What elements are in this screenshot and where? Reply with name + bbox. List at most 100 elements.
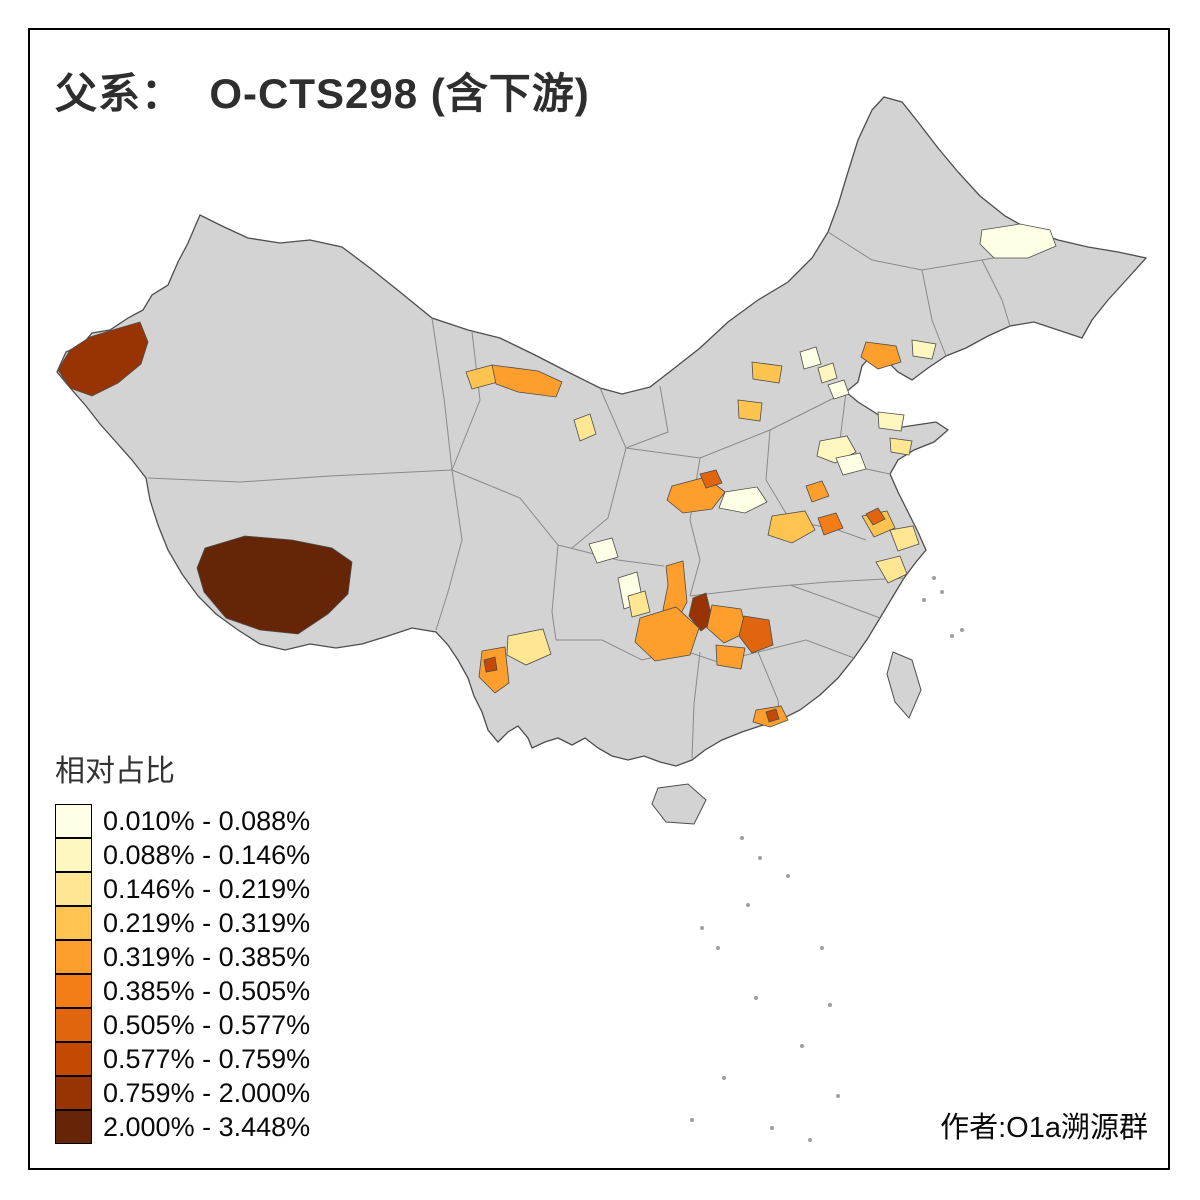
legend-label: 0.219% - 0.319% bbox=[103, 907, 311, 938]
island-speck bbox=[700, 926, 704, 930]
island-speck bbox=[828, 1003, 832, 1007]
province-border-line bbox=[431, 317, 453, 471]
map-region bbox=[738, 615, 774, 654]
map-region bbox=[889, 437, 913, 456]
map-region bbox=[805, 480, 830, 503]
map-region bbox=[196, 535, 353, 635]
map-region bbox=[767, 510, 816, 544]
author-credit: 作者:O1a溯源群 bbox=[940, 1112, 1148, 1144]
province-border-line bbox=[451, 331, 481, 471]
legend-swatch bbox=[55, 1008, 92, 1042]
mainland-group bbox=[56, 96, 1148, 767]
map-region bbox=[706, 604, 748, 644]
legend-row: 2.000% - 3.448% bbox=[55, 1110, 310, 1144]
legend-swatch bbox=[55, 974, 92, 1008]
legend-swatch bbox=[55, 940, 92, 974]
island-speck bbox=[754, 996, 758, 1000]
map-region bbox=[751, 361, 783, 384]
legend-label: 0.088% - 0.146% bbox=[103, 839, 311, 870]
legend-row: 0.088% - 0.146% bbox=[55, 838, 310, 872]
province-borders bbox=[147, 231, 1033, 759]
map-region bbox=[835, 452, 867, 476]
map-region bbox=[491, 364, 563, 398]
map-region bbox=[889, 525, 920, 552]
map-region bbox=[877, 411, 905, 432]
map-region bbox=[506, 628, 552, 666]
map-region bbox=[634, 606, 700, 662]
province-border-line bbox=[981, 259, 1011, 327]
map-region bbox=[699, 469, 723, 489]
taiwan-island bbox=[886, 651, 922, 719]
legend-row: 0.319% - 0.385% bbox=[55, 940, 310, 974]
province-border-line bbox=[921, 269, 947, 357]
map-region bbox=[817, 362, 838, 384]
island-speck bbox=[770, 1126, 774, 1130]
map-region bbox=[911, 339, 937, 360]
legend-label: 2.000% - 3.448% bbox=[103, 1111, 311, 1142]
island-speck bbox=[746, 903, 750, 907]
island-speck bbox=[786, 874, 790, 878]
legend-row: 0.505% - 0.577% bbox=[55, 1008, 310, 1042]
island-speck bbox=[740, 836, 744, 840]
map-region bbox=[860, 341, 902, 370]
legend-label: 0.010% - 0.088% bbox=[103, 805, 311, 836]
province-border-line bbox=[625, 385, 669, 449]
map-region bbox=[865, 507, 886, 526]
legend-row: 0.219% - 0.319% bbox=[55, 906, 310, 940]
map-region bbox=[483, 656, 498, 673]
province-border-line bbox=[765, 429, 791, 521]
province-border-line bbox=[757, 639, 855, 659]
map-region bbox=[827, 379, 850, 400]
province-border-line bbox=[691, 651, 701, 759]
legend-row: 0.010% - 0.088% bbox=[55, 804, 310, 838]
legend-swatch bbox=[55, 1076, 92, 1110]
province-border-line bbox=[557, 544, 665, 567]
legend-row: 0.759% - 2.000% bbox=[55, 1076, 310, 1110]
legend-label: 0.319% - 0.385% bbox=[103, 941, 311, 972]
legend-label: 0.385% - 0.505% bbox=[103, 975, 311, 1006]
island-speck bbox=[808, 1138, 812, 1142]
island-speck bbox=[836, 1094, 840, 1098]
hainan-island bbox=[651, 783, 707, 825]
island-speck bbox=[940, 590, 944, 594]
map-region bbox=[588, 537, 619, 564]
legend-swatch bbox=[55, 1042, 92, 1076]
legend-row: 0.146% - 0.219% bbox=[55, 872, 310, 906]
legend-swatch bbox=[55, 838, 92, 872]
map-region bbox=[875, 555, 908, 584]
island-speck bbox=[722, 1076, 726, 1080]
map-region bbox=[627, 590, 651, 618]
islands-group bbox=[651, 576, 964, 1142]
legend: 相对占比 0.010% - 0.088% 0.088% - 0.146% 0.1… bbox=[55, 746, 310, 1144]
legend-label: 0.146% - 0.219% bbox=[103, 873, 311, 904]
map-region bbox=[765, 708, 780, 723]
map-region bbox=[715, 644, 746, 670]
map-region bbox=[737, 399, 763, 422]
province-border-line bbox=[435, 469, 463, 631]
legend-row: 0.577% - 0.759% bbox=[55, 1042, 310, 1076]
province-border-line bbox=[625, 391, 847, 459]
island-speck bbox=[800, 1044, 804, 1048]
legend-swatch bbox=[55, 804, 92, 838]
province-border-line bbox=[689, 577, 905, 597]
legend-swatch bbox=[55, 906, 92, 940]
island-speck bbox=[960, 628, 964, 632]
figure-title: 父系： O-CTS298 (含下游) bbox=[55, 70, 590, 117]
map-region bbox=[573, 413, 597, 442]
island-speck bbox=[716, 946, 720, 950]
map-region bbox=[817, 512, 844, 536]
plot-border bbox=[28, 28, 1170, 1170]
legend-swatch bbox=[55, 872, 92, 906]
province-border-line bbox=[789, 584, 881, 619]
province-border-line bbox=[147, 469, 453, 483]
island-speck bbox=[820, 946, 824, 950]
legend-label: 0.505% - 0.577% bbox=[103, 1009, 311, 1040]
colored-prefectures bbox=[57, 223, 1057, 728]
island-speck bbox=[932, 576, 936, 580]
legend-row: 0.385% - 0.505% bbox=[55, 974, 310, 1008]
island-speck bbox=[758, 856, 762, 860]
map-region bbox=[718, 486, 768, 514]
legend-label: 0.577% - 0.759% bbox=[103, 1043, 311, 1074]
